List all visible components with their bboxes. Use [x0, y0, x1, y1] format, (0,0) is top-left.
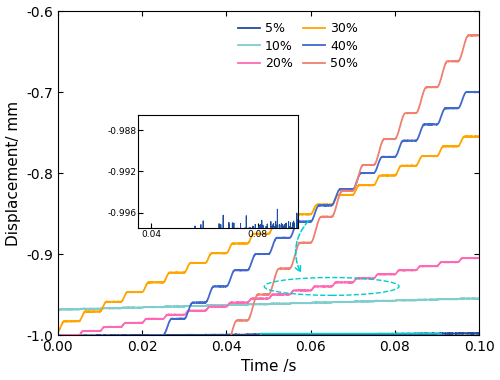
10% — [422, 298, 428, 302]
Line: 20%: 20% — [58, 258, 479, 339]
5% — [476, 331, 482, 336]
50% — [468, 33, 474, 38]
Legend: 5%, 10%, 20%, 30%, 40%, 50%: 5%, 10%, 20%, 30%, 40%, 50% — [232, 17, 364, 75]
30% — [235, 242, 241, 246]
5% — [456, 331, 462, 336]
30% — [56, 329, 62, 333]
40% — [235, 268, 241, 272]
20% — [55, 337, 61, 342]
5% — [58, 334, 64, 338]
20% — [216, 304, 222, 309]
Line: 50%: 50% — [58, 35, 479, 380]
5% — [235, 332, 241, 337]
10% — [128, 305, 134, 310]
30% — [216, 251, 222, 255]
40% — [103, 368, 109, 373]
20% — [55, 337, 61, 341]
Y-axis label: Displacement/ mm: Displacement/ mm — [6, 100, 20, 245]
X-axis label: Time /s: Time /s — [240, 359, 296, 374]
Bar — [260, 332, 441, 335]
20% — [462, 255, 468, 260]
20% — [422, 264, 428, 269]
10% — [476, 296, 482, 301]
50% — [216, 344, 222, 348]
Line: 5%: 5% — [58, 333, 479, 336]
30% — [422, 154, 428, 158]
50% — [475, 33, 481, 37]
30% — [55, 329, 61, 333]
20% — [476, 256, 482, 260]
10% — [103, 306, 109, 310]
5% — [422, 332, 428, 336]
20% — [235, 300, 241, 305]
Line: 30%: 30% — [58, 136, 479, 331]
Line: 10%: 10% — [58, 298, 479, 310]
5% — [468, 331, 474, 336]
30% — [103, 300, 109, 304]
10% — [56, 308, 62, 312]
20% — [468, 256, 474, 260]
5% — [216, 333, 222, 337]
5% — [128, 333, 134, 338]
30% — [472, 134, 478, 139]
40% — [128, 349, 134, 353]
FancyArrowPatch shape — [296, 220, 308, 272]
10% — [470, 296, 476, 301]
40% — [468, 90, 474, 94]
20% — [128, 321, 134, 325]
10% — [468, 296, 474, 301]
40% — [476, 90, 482, 94]
50% — [235, 318, 241, 323]
10% — [235, 302, 241, 307]
40% — [216, 284, 222, 289]
5% — [103, 333, 109, 338]
30% — [128, 290, 134, 294]
10% — [216, 303, 222, 307]
10% — [55, 307, 61, 312]
40% — [471, 90, 477, 94]
30% — [468, 134, 474, 139]
5% — [55, 333, 61, 338]
40% — [422, 122, 428, 127]
Line: 40%: 40% — [58, 92, 479, 380]
50% — [422, 86, 428, 90]
30% — [476, 134, 482, 139]
20% — [103, 325, 109, 329]
50% — [476, 33, 482, 38]
